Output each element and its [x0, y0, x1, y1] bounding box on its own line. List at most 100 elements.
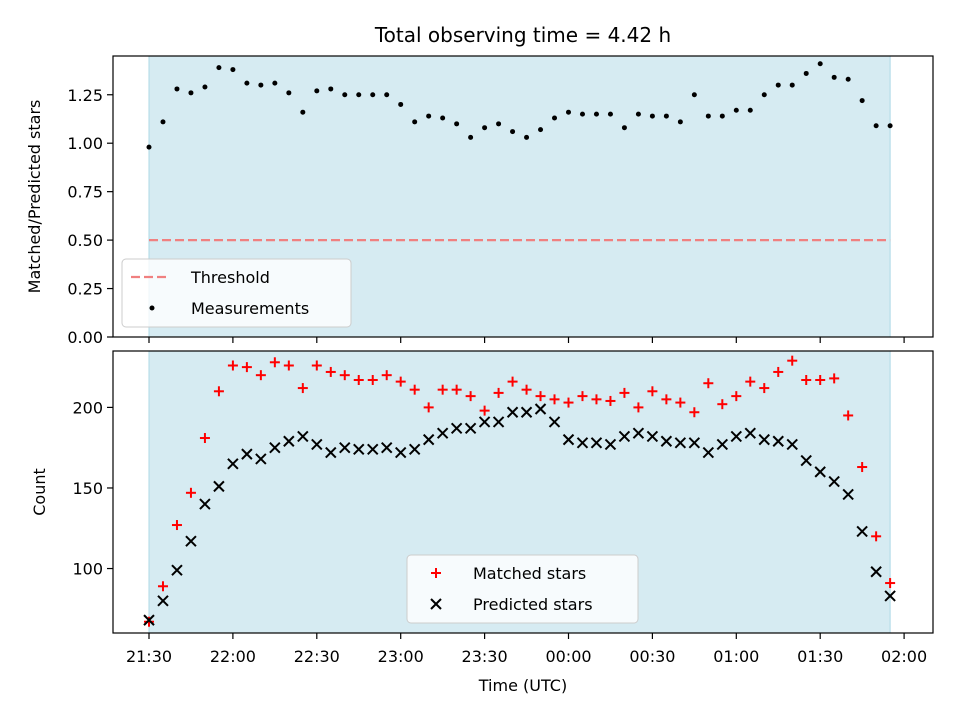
x-tick-label: 21:30 — [126, 647, 172, 666]
x-tick-label: 01:30 — [797, 647, 843, 666]
predicted-point — [185, 535, 197, 547]
measurement-point — [216, 65, 222, 71]
y-tick-label: 200 — [72, 398, 103, 417]
measurement-point — [188, 90, 194, 96]
matched-point — [325, 366, 336, 377]
matched-point — [829, 373, 840, 384]
x-b — [814, 466, 826, 478]
matched-point — [619, 387, 630, 398]
predicted-point — [436, 427, 449, 439]
matched-point — [563, 397, 574, 408]
x-b — [241, 448, 253, 460]
x-axis-label: Time (UTC) — [478, 676, 567, 695]
predicted-point — [422, 433, 435, 446]
predicted-point — [730, 430, 743, 443]
predicted-point — [660, 435, 673, 447]
predicted-point — [311, 438, 323, 451]
x-b — [171, 564, 183, 576]
predicted-point — [576, 437, 589, 449]
x-b — [660, 435, 673, 447]
matched-point — [255, 370, 266, 381]
x-b — [185, 535, 197, 547]
matched-point — [437, 384, 448, 395]
measurement-point — [845, 76, 851, 82]
matched-point — [423, 402, 434, 413]
matched-point — [731, 391, 742, 402]
x-b — [353, 443, 365, 456]
matched-point — [241, 362, 252, 373]
x-b — [269, 441, 281, 454]
predicted-point — [702, 446, 715, 459]
measurement-point — [747, 107, 753, 113]
x-tick-label: 22:30 — [294, 647, 340, 666]
x-tick-label: 23:00 — [378, 647, 424, 666]
axes-frame — [112, 350, 934, 634]
x-b — [828, 475, 840, 488]
predicted-point — [744, 427, 756, 439]
x-b — [339, 441, 351, 454]
x-b — [143, 614, 155, 626]
matched-point — [367, 375, 378, 386]
matched-point — [843, 410, 854, 421]
series-predicted-stars — [143, 403, 896, 626]
x-tick-label: 00:30 — [629, 647, 675, 666]
chart-title: Total observing time = 4.42 h — [374, 23, 671, 47]
y-tick-label: 0.50 — [67, 231, 103, 250]
x-b — [422, 433, 435, 446]
x-b — [758, 433, 770, 446]
x-b — [744, 427, 756, 439]
predicted-point — [213, 480, 225, 493]
matched-point — [199, 433, 210, 444]
x-tick-label: 00:00 — [545, 647, 591, 666]
measurement-point — [510, 129, 516, 135]
measurement-point — [384, 92, 390, 98]
matched-point — [395, 376, 406, 387]
predicted-point — [492, 416, 505, 428]
predicted-point — [772, 435, 784, 447]
measurement-point — [314, 88, 320, 94]
matched-point — [675, 397, 686, 408]
measurement-point — [398, 101, 404, 107]
matched-point — [577, 391, 588, 402]
x-b — [213, 480, 225, 493]
measurement-point — [873, 123, 879, 129]
measurement-point — [733, 107, 739, 113]
matched-point — [353, 375, 364, 386]
y-tick-label: 1.25 — [67, 86, 103, 105]
measurement-point — [663, 113, 669, 119]
matched-point — [409, 384, 420, 395]
x-b — [730, 430, 743, 443]
x-b — [632, 427, 645, 439]
predicted-point — [716, 438, 729, 451]
matched-point — [801, 375, 812, 386]
measurement-point — [887, 123, 893, 129]
predicted-point — [408, 443, 421, 456]
measurement-point — [621, 125, 627, 131]
y-tick-label: 0.00 — [67, 328, 103, 347]
count-panel: 100 150 200 21:30 22:00 22:30 23:00 23:30 00:00 0… — [30, 350, 934, 695]
measurement-point — [566, 109, 571, 115]
predicted-point — [394, 446, 407, 459]
measurement-point — [328, 86, 334, 92]
measurement-point — [300, 109, 306, 115]
x-b — [227, 458, 239, 470]
matched-point — [227, 360, 238, 371]
predicted-point — [758, 433, 770, 446]
measurement-point — [342, 92, 348, 98]
x-b — [548, 416, 561, 428]
matched-point — [689, 407, 700, 418]
axes-frame — [112, 55, 934, 338]
predicted-point — [814, 466, 826, 478]
measurement-point — [370, 92, 376, 98]
x-b — [199, 498, 211, 510]
measurement-point — [691, 92, 697, 98]
x-b — [562, 433, 575, 446]
x-b — [786, 438, 798, 451]
x-b — [381, 441, 393, 454]
measurement-point — [468, 134, 474, 140]
matched-point — [269, 357, 280, 368]
x-b — [325, 446, 337, 459]
matched-point — [535, 391, 546, 402]
x-tick-label: 23:30 — [462, 647, 508, 666]
predicted-point — [297, 430, 309, 443]
